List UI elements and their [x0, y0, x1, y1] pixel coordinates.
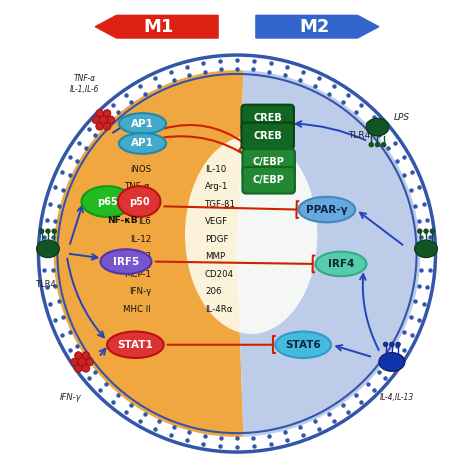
Text: CREB: CREB [253, 131, 282, 141]
Text: Arg-1: Arg-1 [205, 182, 228, 191]
Text: MMP: MMP [205, 252, 225, 261]
Circle shape [48, 64, 426, 443]
Text: IRF5: IRF5 [113, 256, 139, 266]
Text: STAT6: STAT6 [285, 340, 321, 350]
Text: TGF-β1: TGF-β1 [205, 200, 236, 209]
Text: PDGF: PDGF [205, 235, 228, 244]
Text: TLR4: TLR4 [35, 280, 56, 289]
Text: p65: p65 [97, 197, 118, 207]
Circle shape [390, 342, 394, 346]
Text: 206: 206 [205, 287, 221, 296]
Circle shape [430, 229, 435, 233]
Circle shape [74, 352, 82, 359]
Text: IL-10: IL-10 [205, 165, 226, 174]
Circle shape [52, 229, 56, 233]
Text: IL-4Rα: IL-4Rα [205, 305, 232, 314]
Circle shape [86, 358, 93, 366]
Ellipse shape [82, 186, 133, 217]
Circle shape [92, 116, 100, 124]
Text: NF-κB: NF-κB [107, 216, 138, 225]
Circle shape [96, 109, 103, 117]
Circle shape [375, 142, 380, 147]
Ellipse shape [415, 240, 438, 258]
Text: IL-1: IL-1 [135, 200, 151, 209]
FancyArrow shape [95, 15, 218, 38]
Text: AP1: AP1 [131, 138, 154, 148]
Text: p50: p50 [129, 197, 149, 207]
Text: M1: M1 [144, 18, 174, 36]
Ellipse shape [185, 136, 318, 334]
Ellipse shape [299, 197, 355, 222]
Circle shape [78, 358, 86, 366]
Text: LPS: LPS [394, 113, 410, 122]
Circle shape [71, 358, 79, 366]
Circle shape [107, 116, 115, 124]
Ellipse shape [36, 240, 59, 258]
Text: iNOS: iNOS [130, 165, 151, 174]
Circle shape [96, 123, 103, 130]
Text: AP1: AP1 [131, 118, 154, 128]
Circle shape [382, 142, 386, 147]
FancyBboxPatch shape [241, 105, 294, 131]
Text: TNF-α
IL-1,IL-6: TNF-α IL-1,IL-6 [70, 74, 99, 94]
Ellipse shape [119, 133, 166, 154]
Text: IL-12: IL-12 [130, 235, 151, 244]
Circle shape [39, 229, 44, 233]
Text: MHC II: MHC II [123, 305, 151, 314]
Circle shape [424, 229, 428, 233]
Circle shape [383, 342, 388, 346]
Circle shape [396, 342, 401, 346]
Circle shape [369, 142, 374, 147]
Ellipse shape [275, 331, 331, 358]
Text: IL-4,IL-13: IL-4,IL-13 [380, 392, 414, 401]
FancyBboxPatch shape [241, 123, 294, 149]
Ellipse shape [107, 331, 164, 358]
Ellipse shape [379, 353, 405, 371]
Ellipse shape [366, 118, 389, 136]
Text: IL-23: IL-23 [130, 252, 151, 261]
Wedge shape [237, 70, 420, 437]
Text: IL6: IL6 [138, 218, 151, 227]
Text: M2: M2 [300, 18, 330, 36]
Text: TLR4: TLR4 [348, 131, 370, 140]
Ellipse shape [119, 113, 166, 134]
Circle shape [46, 229, 50, 233]
Circle shape [82, 365, 90, 372]
Text: IRF4: IRF4 [328, 259, 354, 269]
Ellipse shape [316, 252, 366, 276]
Circle shape [82, 352, 90, 359]
Circle shape [103, 109, 111, 117]
Wedge shape [54, 70, 244, 437]
Text: IFN-γ: IFN-γ [129, 287, 151, 296]
Ellipse shape [118, 186, 160, 217]
Text: STAT1: STAT1 [118, 340, 153, 350]
Circle shape [418, 229, 422, 233]
Text: PPAR-γ: PPAR-γ [306, 205, 347, 215]
Text: CREB: CREB [253, 113, 282, 123]
Text: MCP-1: MCP-1 [124, 270, 151, 279]
Circle shape [99, 116, 108, 124]
FancyBboxPatch shape [242, 149, 295, 175]
Text: CD204: CD204 [205, 270, 234, 279]
FancyArrow shape [256, 15, 379, 38]
Circle shape [74, 365, 82, 372]
Circle shape [103, 123, 111, 130]
Text: IFN-γ: IFN-γ [60, 392, 81, 401]
Text: VEGF: VEGF [205, 218, 228, 227]
Ellipse shape [100, 249, 152, 274]
FancyBboxPatch shape [242, 167, 295, 193]
Text: C/EBP: C/EBP [253, 157, 284, 167]
Text: TNF-α: TNF-α [125, 182, 151, 191]
Text: C/EBP: C/EBP [253, 175, 284, 185]
